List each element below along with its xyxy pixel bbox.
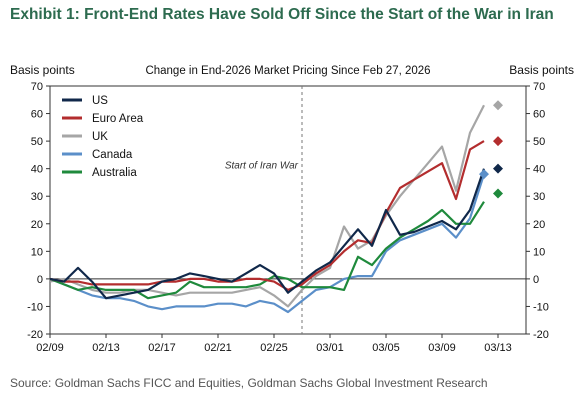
y-tick-label-right: 10 (533, 246, 545, 258)
y-tick-label-right: -20 (533, 329, 549, 341)
y-tick-label-right: 20 (533, 219, 545, 231)
legend-label-canada: Canada (92, 149, 133, 161)
x-tick-label: 02/25 (260, 342, 288, 354)
y-tick-label-left: 20 (31, 219, 43, 231)
y-tick-label-right: 70 (533, 81, 545, 93)
series-line-uk (49, 104, 485, 308)
line-chart: -20 -10 0 10 20 30 40 50 60 70 -20 -10 0 10 20 30 40 50 6… (10, 63, 574, 354)
legend: US Euro Area UK Canada Australia (62, 95, 144, 179)
x-tick-label: 02/09 (36, 342, 64, 354)
x-tick-label: 03/01 (316, 342, 344, 354)
series-line-canada (49, 173, 486, 314)
y-tick-label-left: 40 (31, 164, 43, 176)
series-marker-euro-area (493, 136, 503, 147)
y-tick-label-right: 0 (533, 274, 539, 286)
chart-subtitle: Change in End-2026 Market Pricing Since … (145, 65, 430, 77)
x-tick-label: 02/13 (92, 342, 120, 354)
start-of-war-label: Start of Iran War (225, 161, 299, 172)
series-marker-canada (479, 169, 489, 180)
x-tick-label: 03/13 (484, 342, 512, 354)
series-marker-uk (493, 100, 503, 111)
legend-label-us: US (92, 95, 108, 107)
y-tick-label-right: -10 (533, 301, 549, 313)
y-tick-label-right: 30 (533, 191, 545, 203)
y-tick-label-left: 70 (31, 81, 43, 93)
plot-frame (49, 85, 527, 335)
y-tick-label-left: -10 (27, 301, 43, 313)
y-tick-label-left: 30 (31, 191, 43, 203)
y-axis-label-left: Basis points (10, 63, 75, 77)
series-marker-australia (493, 188, 503, 199)
x-tick-label: 02/17 (148, 342, 176, 354)
y-axis-label-right: Basis points (509, 63, 574, 77)
y-tick-label-left: -20 (27, 329, 43, 341)
y-tick-label-right: 40 (533, 164, 545, 176)
legend-label-uk: UK (92, 131, 108, 143)
y-tick-label-left: 0 (37, 274, 43, 286)
source-note: Source: Goldman Sachs FICC and Equities,… (10, 376, 488, 390)
legend-label-australia: Australia (92, 167, 137, 179)
series-line-euro-area (49, 140, 485, 291)
series-marker-us (493, 163, 503, 174)
y-tick-label-left: 60 (31, 109, 43, 121)
legend-label-euro-area: Euro Area (92, 113, 144, 125)
y-tick-label-right: 60 (533, 109, 545, 121)
x-tick-label: 03/09 (428, 342, 456, 354)
y-tick-label-left: 10 (31, 246, 43, 258)
y-tick-label-left: 50 (31, 136, 43, 148)
x-tick-label: 03/05 (372, 342, 400, 354)
x-tick-label: 02/21 (204, 342, 232, 354)
y-tick-label-right: 50 (533, 136, 545, 148)
exhibit-title: Exhibit 1: Front-End Rates Have Sold Off… (10, 6, 554, 23)
series-line-us (49, 168, 486, 300)
